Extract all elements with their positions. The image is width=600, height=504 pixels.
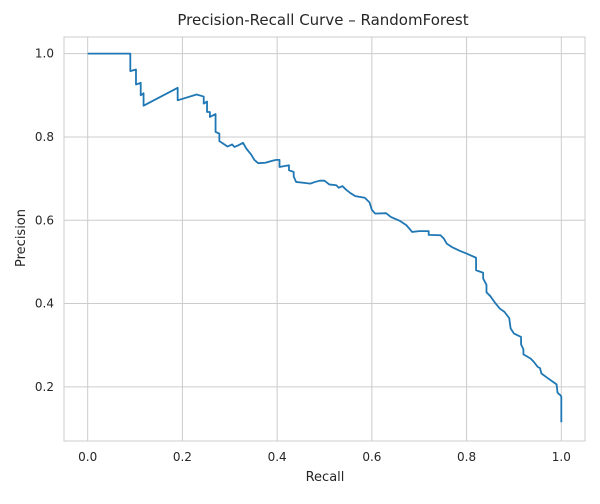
x-tick-label: 0.2 bbox=[173, 450, 192, 464]
x-axis-label: Recall bbox=[306, 470, 345, 485]
x-tick-label: 0.8 bbox=[457, 450, 476, 464]
y-tick-label: 1.0 bbox=[35, 47, 54, 61]
y-tick-label: 0.6 bbox=[35, 213, 54, 227]
x-tick-label: 1.0 bbox=[552, 450, 571, 464]
plot-frame bbox=[63, 36, 586, 442]
grid-lines bbox=[64, 37, 585, 441]
x-tick-label: 0.0 bbox=[78, 450, 97, 464]
x-tick-label: 0.4 bbox=[268, 450, 287, 464]
y-tick-label: 0.4 bbox=[35, 297, 54, 311]
precision-recall-line bbox=[87, 52, 563, 423]
chart-title: Precision-Recall Curve – RandomForest bbox=[177, 11, 468, 29]
series-layer bbox=[87, 52, 563, 423]
y-tick-label: 0.8 bbox=[35, 130, 54, 144]
y-tick-label: 0.2 bbox=[35, 380, 54, 394]
x-tick-label: 0.6 bbox=[362, 450, 381, 464]
tick-labels: 0.0 0.2 0.4 0.6 0.8 1.0 0.2 0.4 0.6 0.8 1.0 bbox=[35, 47, 571, 464]
y-axis-label: Precision bbox=[14, 209, 29, 267]
